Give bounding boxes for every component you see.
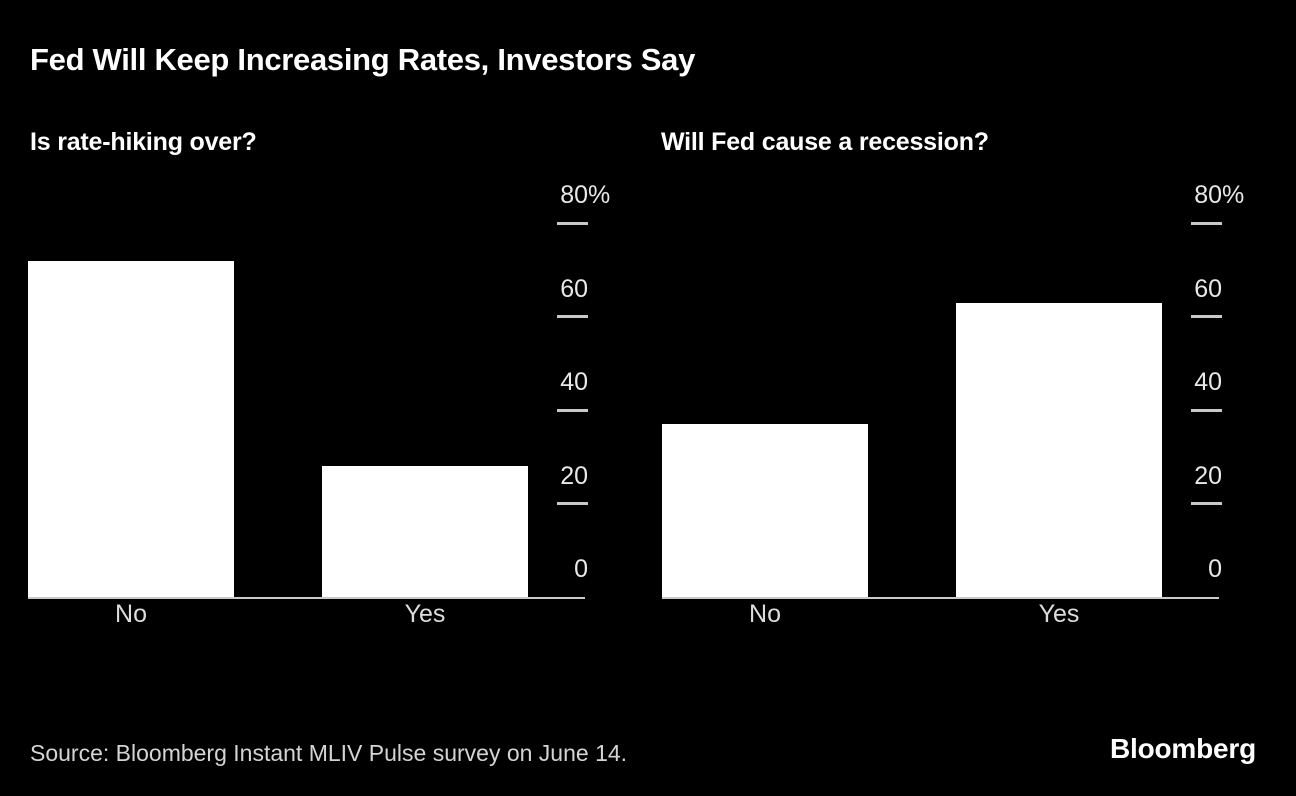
y-tick-label: 20: [560, 461, 588, 490]
y-tick-dash: [1191, 502, 1222, 506]
x-axis-line: [28, 597, 585, 599]
y-tick-label: 60: [560, 274, 588, 303]
source-note: Source: Bloomberg Instant MLIV Pulse sur…: [30, 740, 628, 766]
y-tick-label: 0: [1208, 555, 1222, 583]
y-tick-dash: [557, 408, 588, 412]
y-tick-dash: [557, 315, 588, 319]
x-axis-line: [662, 597, 1219, 599]
y-tick-dash: [1191, 315, 1222, 319]
percent-sign: %: [1222, 181, 1245, 210]
bloomberg-logo: Bloomberg: [1110, 733, 1256, 764]
y-tick-label: 40: [560, 368, 588, 397]
bar-chart-recession: 0 20 40 60 80% No Yes: [662, 180, 1296, 655]
bar-no: [662, 424, 868, 597]
bar-chart-rate-hiking: 0 20 40 60 80% No Yes: [28, 180, 668, 655]
chart-title-recession: Will Fed cause a recession?: [661, 128, 989, 156]
bar-yes: [322, 466, 528, 597]
x-category-label: Yes: [1038, 600, 1080, 628]
y-tick-dash: [1191, 221, 1222, 225]
y-tick-label: 80%: [662, 176, 1244, 214]
y-tick-label: 0: [574, 555, 588, 583]
y-tick-dash: [557, 502, 588, 506]
y-tick-label: 40: [1194, 368, 1222, 397]
page-title: Fed Will Keep Increasing Rates, Investor…: [30, 42, 696, 77]
x-category-label: Yes: [404, 600, 446, 628]
y-tick-label: 60: [1194, 274, 1222, 303]
y-tick-label: 80%: [28, 176, 610, 214]
y-tick-label: 20: [1194, 461, 1222, 490]
y-tick-dash: [1191, 408, 1222, 412]
y-tick-dash: [557, 221, 588, 225]
x-category-label: No: [749, 600, 781, 628]
percent-sign: %: [588, 181, 611, 210]
x-category-label: No: [115, 600, 147, 628]
bar-yes: [956, 303, 1162, 597]
bar-no: [28, 261, 234, 597]
chart-title-rate-hiking: Is rate-hiking over?: [30, 128, 257, 156]
